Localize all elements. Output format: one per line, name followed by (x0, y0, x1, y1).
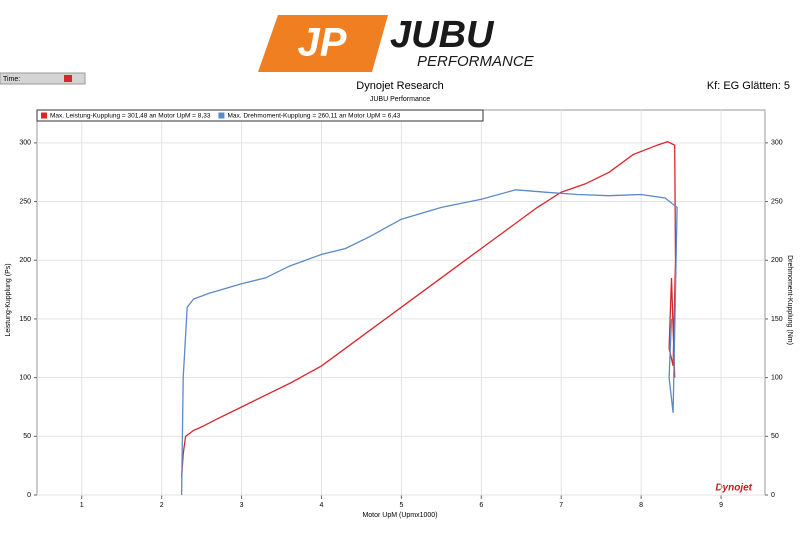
x-tick-label: 8 (639, 502, 643, 509)
x-tick-label: 3 (240, 502, 244, 509)
annotation: Kf: EG Glätten: 5 (707, 80, 790, 92)
logo-badge (258, 15, 388, 72)
y2-tick-label: 100 (771, 374, 783, 381)
y-tick-label: 0 (27, 492, 31, 499)
time-bar[interactable] (0, 72, 86, 85)
y2-tick-label: 300 (771, 140, 783, 147)
series-line (180, 189, 678, 496)
series-line (180, 140, 677, 478)
y-tick-label: 200 (19, 257, 31, 264)
watermark: Dynojet (715, 483, 752, 494)
y-tick-label: 250 (19, 198, 31, 205)
chart-title: Dynojet Research (356, 80, 443, 92)
legend-box (36, 109, 484, 122)
x-tick-label: 1 (80, 502, 84, 509)
y-axis-label: Leistung-Kupplung (Ps) (5, 263, 12, 336)
y-tick-label: 300 (19, 140, 31, 147)
y2-tick-label: 0 (771, 492, 775, 499)
x-tick-label: 4 (320, 502, 324, 509)
y2-tick-label: 50 (771, 433, 779, 440)
y-tick-label: 50 (23, 433, 31, 440)
y2-tick-label: 150 (771, 316, 783, 323)
y-tick-label: 150 (19, 316, 31, 323)
y2-tick-label: 250 (771, 198, 783, 205)
x-tick-label: 5 (399, 502, 403, 509)
x-tick-label: 6 (479, 502, 483, 509)
time-marker[interactable] (64, 75, 72, 82)
y2-tick-label: 200 (771, 257, 783, 264)
x-tick-label: 7 (559, 502, 563, 509)
y-tick-label: 100 (19, 374, 31, 381)
legend-label: Max. Leistung-Kupplung = 301,48 an Motor… (50, 113, 211, 120)
legend-swatch (41, 112, 47, 119)
logo-tagline: PERFORMANCE (417, 53, 535, 70)
legend-label: Max. Drehmoment-Kupplung = 260,11 an Mot… (227, 113, 400, 120)
x-axis-label: Motor UpM (Upmx1000) (362, 512, 437, 519)
x-tick-label: 9 (719, 502, 723, 509)
chart-subtitle: JUBU Performance (370, 96, 430, 103)
logo-mark: JP (298, 21, 347, 65)
logo-name: JUBU (390, 14, 495, 56)
x-tick-label: 2 (160, 502, 164, 509)
y2-axis-label: Drehmoment-Kupplung (Nm) (786, 255, 793, 345)
legend-swatch (218, 112, 225, 119)
time-label: Time: (3, 76, 20, 83)
